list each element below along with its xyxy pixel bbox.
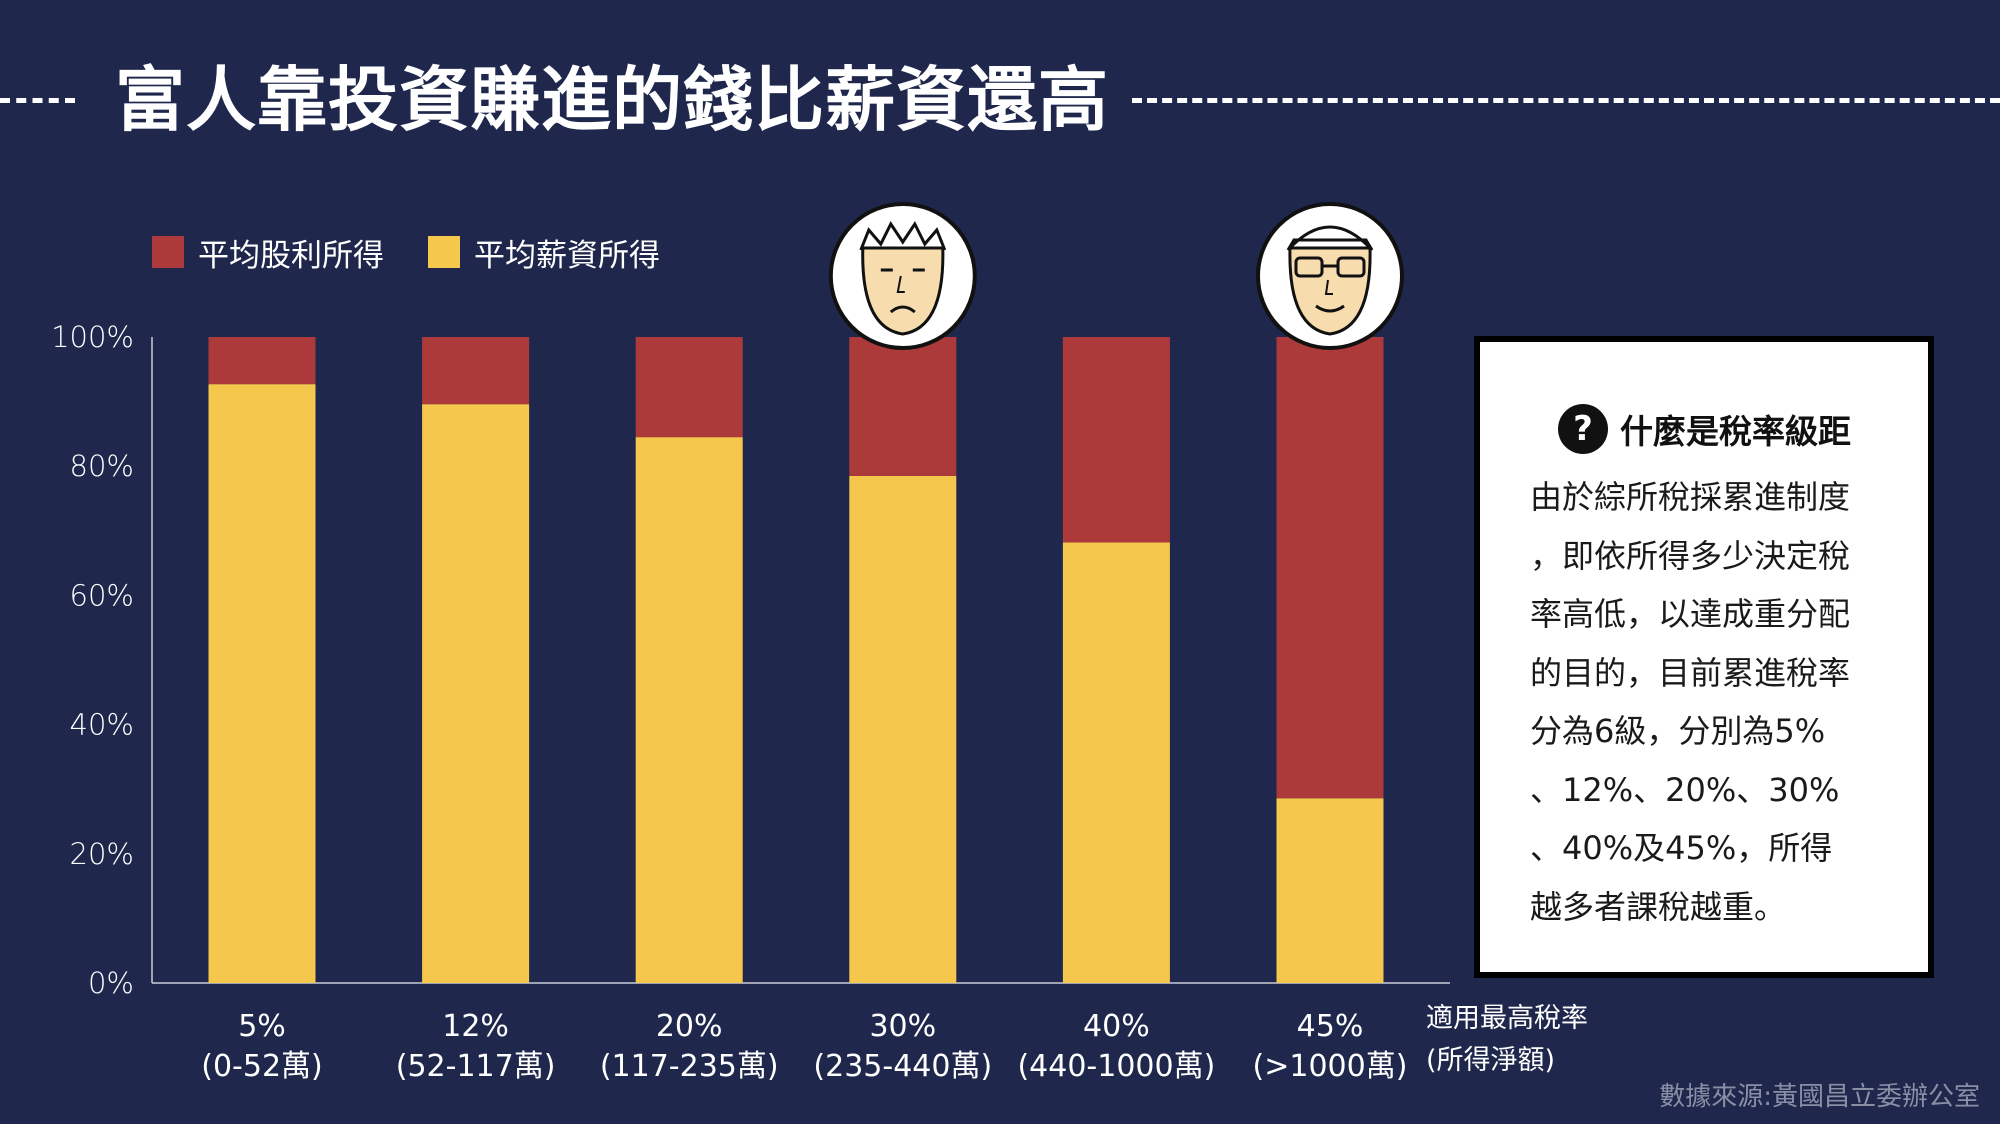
bar-salary (208, 384, 316, 984)
x-axis-note: 適用最高稅率 (所得淨額) (1426, 998, 1588, 1082)
info-line: ，即依所得多少決定稅 (1530, 536, 1851, 575)
legend: 平均股利所得 平均薪資所得 (152, 230, 660, 274)
info-heading-text: 什麼是稅率級距 (1620, 412, 1851, 451)
info-line: 率高低，以達成重分配 (1530, 595, 1851, 633)
legend-item-salary: 平均薪資所得 (428, 230, 660, 275)
chart-title: 富人靠投資賺進的錢比薪資還高 (115, 59, 1109, 141)
x-tick-label: 12% (442, 1009, 509, 1044)
x-axis-note-line-2: (所得淨額) (1426, 1045, 1556, 1076)
info-line: 、12%、20%、30% (1530, 770, 1840, 809)
bar-dividend (208, 337, 316, 385)
y-tick-label: 20% (70, 837, 134, 871)
info-box: ? 什麼是稅率級距 由於綜所稅採累進制度 ，即依所得多少決定稅 率高低，以達成重… (1474, 336, 1934, 978)
x-tick-label: 40% (1083, 1009, 1150, 1044)
face-nose (896, 275, 905, 293)
legend-item-dividend: 平均股利所得 (152, 230, 384, 275)
info-line: 的目的，目前累進稅率 (1530, 653, 1851, 692)
face-nose (1324, 279, 1333, 295)
x-axis-note-line-1: 適用最高稅率 (1426, 1003, 1588, 1034)
bar-dividend (422, 337, 530, 405)
legend-swatch-salary (428, 236, 460, 268)
question-mark-icon: ? (1558, 404, 1608, 454)
face-mouth (1315, 304, 1345, 313)
x-tick-label: 20% (656, 1009, 723, 1044)
x-tick-label: 30% (869, 1009, 936, 1044)
info-line: 分為6級，分別為5% (1530, 712, 1826, 750)
bar-dividend (849, 337, 957, 476)
bars (208, 337, 1384, 984)
bar-salary (849, 475, 957, 983)
info-line: 越多者課稅越重。 (1530, 887, 1787, 926)
legend-label-salary: 平均薪資所得 (474, 237, 660, 274)
smiling-glasses-face-icon (1256, 202, 1404, 350)
x-range-label: (52-117萬) (396, 1049, 556, 1084)
x-tick-label: 5% (238, 1009, 286, 1044)
face-mouth (889, 305, 916, 314)
x-range-label: (235-440萬) (813, 1049, 992, 1084)
y-tick-label: 80% (70, 449, 134, 483)
y-tick-label: 100% (51, 320, 134, 354)
info-body: 由於綜所稅採累進制度 ，即依所得多少決定稅 率高低，以達成重分配 的目的，目前累… (1530, 468, 1910, 936)
axes: 0% 20% 40% 60% 80% 100% 5% (0-52萬) 12% (52-117萬) 2… (51, 320, 1450, 1084)
faces (828, 202, 1404, 350)
title-dash-left (0, 98, 75, 103)
x-range-label: (440-1000萬) (1017, 1049, 1215, 1084)
x-range-label: (>1000萬) (1253, 1049, 1408, 1084)
bar-dividend (635, 337, 743, 438)
source-note: 數據來源:黃國昌立委辦公室 (1659, 1082, 1980, 1112)
bar-dividend (1276, 337, 1384, 799)
legend-label-dividend: 平均股利所得 (198, 237, 384, 274)
bar-salary (635, 437, 743, 983)
face-hair (859, 221, 947, 251)
info-line: 、40%及45%，所得 (1530, 829, 1833, 867)
bar-salary (1062, 542, 1170, 983)
y-tick-label: 0% (88, 966, 134, 1000)
x-range-label: (0-52萬) (201, 1049, 323, 1084)
y-tick-label: 60% (70, 578, 134, 612)
x-tick-label: 45% (1297, 1009, 1364, 1044)
info-heading: ? 什麼是稅率級距 (1558, 404, 1851, 454)
legend-swatch-dividend (152, 236, 184, 268)
title-dash-right (1132, 98, 2000, 103)
title-row: 富人靠投資賺進的錢比薪資還高 (0, 58, 2000, 168)
face-head (1288, 246, 1372, 336)
sad-face-icon (828, 202, 977, 350)
bar-salary (1276, 798, 1384, 983)
bar-dividend (1062, 337, 1170, 543)
x-range-label: (117-235萬) (600, 1049, 779, 1084)
bar-salary (422, 404, 530, 984)
y-tick-label: 40% (70, 708, 134, 742)
info-line: 由於綜所稅採累進制度 (1530, 478, 1851, 516)
face-hair (1286, 225, 1374, 252)
